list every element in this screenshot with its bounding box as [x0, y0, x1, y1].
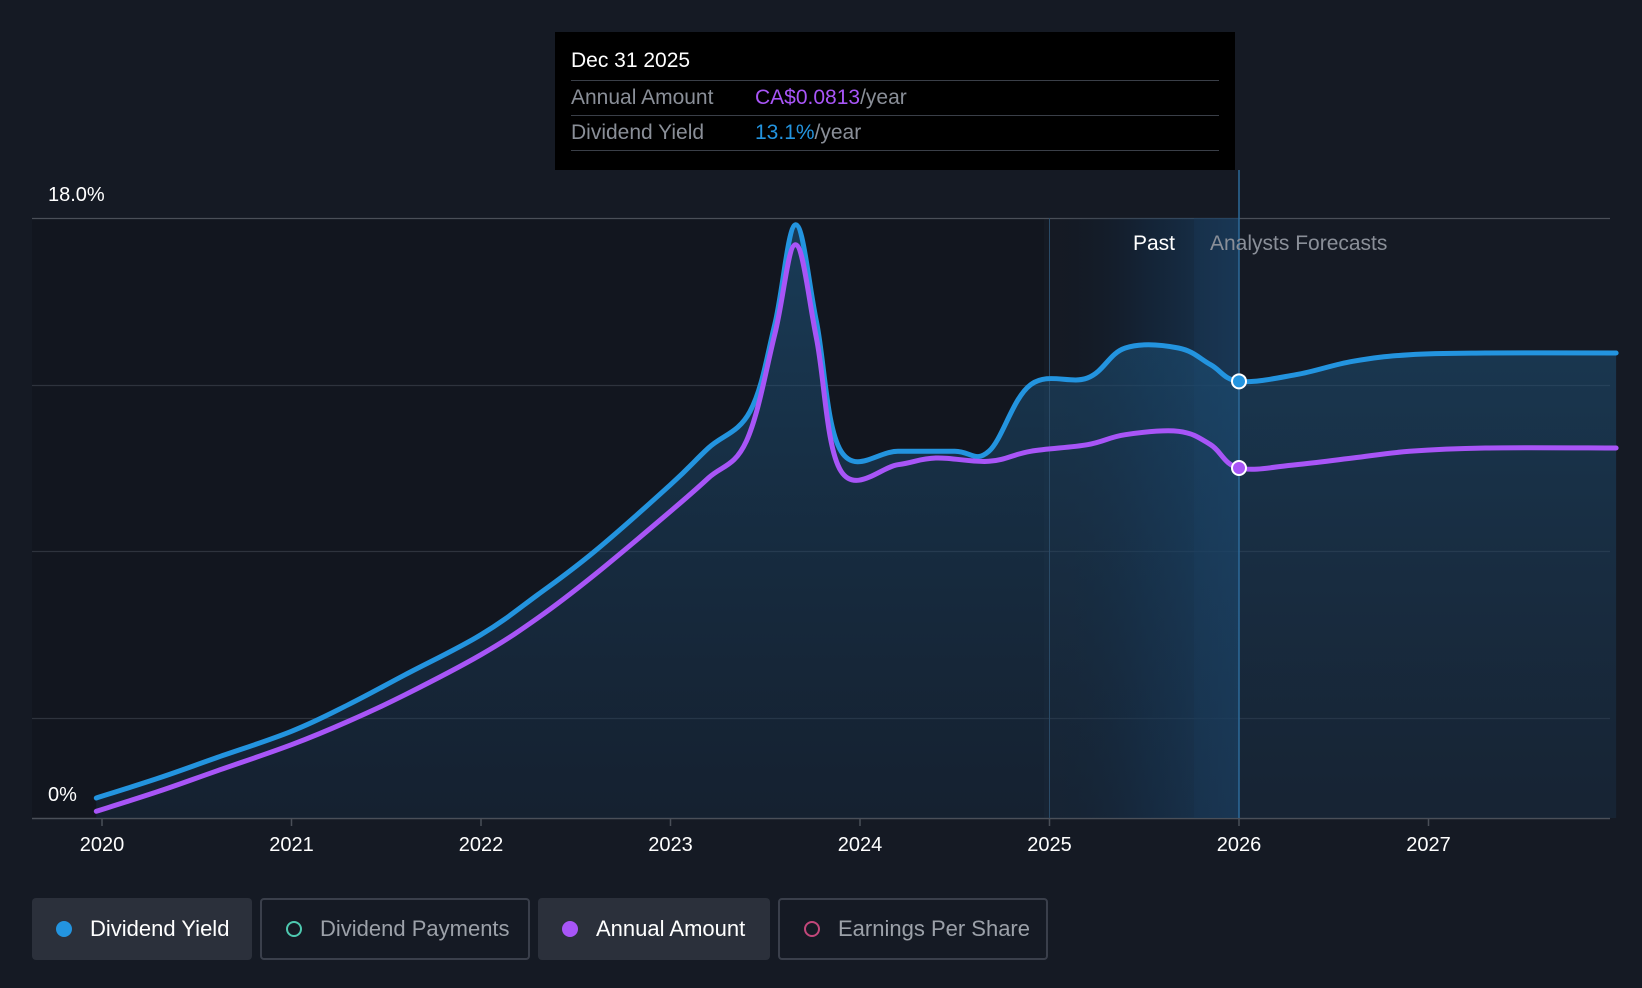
- hollow-dot-icon: [286, 921, 302, 937]
- x-tick-label-2025: 2025: [1027, 834, 1072, 856]
- tooltip-yield-label: Dividend Yield: [571, 121, 705, 144]
- tooltip-yield-value: 13.1%: [755, 121, 815, 144]
- x-tick-label-2024: 2024: [838, 834, 883, 856]
- tooltip-annual-row: Annual Amount CA$0.0813 /year: [571, 80, 1219, 115]
- tooltip-yield-row: Dividend Yield 13.1% /year: [571, 115, 1219, 151]
- legend-dividend-payments-label: Dividend Payments: [320, 916, 510, 941]
- legend-annual-amount[interactable]: Annual Amount: [538, 898, 770, 960]
- tooltip-annual-label: Annual Amount: [571, 86, 714, 109]
- x-tick-label-2022: 2022: [459, 834, 504, 856]
- legend-dividend-yield-label: Dividend Yield: [90, 916, 230, 941]
- tooltip-yield-unit: /year: [814, 121, 862, 144]
- dividend-yield-area: [96, 224, 1617, 818]
- annual-amount-highlight-point[interactable]: [1231, 460, 1247, 476]
- filled-dot-icon: [562, 921, 578, 937]
- legend-dividend-payments[interactable]: Dividend Payments: [260, 898, 530, 960]
- y-axis-top-label: 18.0%: [48, 184, 105, 206]
- tooltip: Dec 31 2025 Annual Amount CA$0.0813 /yea…: [555, 32, 1235, 170]
- legend-earnings-per-share[interactable]: Earnings Per Share: [778, 898, 1048, 960]
- legend-earnings-per-share-label: Earnings Per Share: [838, 916, 1030, 941]
- y-axis-bottom-label: 0%: [48, 784, 77, 806]
- legend-dividend-yield[interactable]: Dividend Yield: [32, 898, 252, 960]
- hollow-dot-icon: [804, 921, 820, 937]
- filled-dot-icon: [56, 921, 72, 937]
- past-label: Past: [1133, 232, 1175, 255]
- tooltip-date: Dec 31 2025: [571, 49, 691, 72]
- x-tick-label-2027: 2027: [1406, 834, 1451, 856]
- x-tick-label-2026: 2026: [1217, 834, 1262, 856]
- analysts-forecasts-label: Analysts Forecasts: [1210, 232, 1387, 255]
- tooltip-annual-unit: /year: [860, 86, 907, 109]
- x-tick-label-2020: 2020: [80, 834, 125, 856]
- tooltip-annual-value: CA$0.0813: [755, 86, 861, 109]
- legend-annual-amount-label: Annual Amount: [596, 916, 746, 941]
- x-tick-label-2021: 2021: [269, 834, 314, 856]
- x-tick-label-2023: 2023: [648, 834, 693, 856]
- dividend-yield-highlight-point[interactable]: [1231, 373, 1247, 390]
